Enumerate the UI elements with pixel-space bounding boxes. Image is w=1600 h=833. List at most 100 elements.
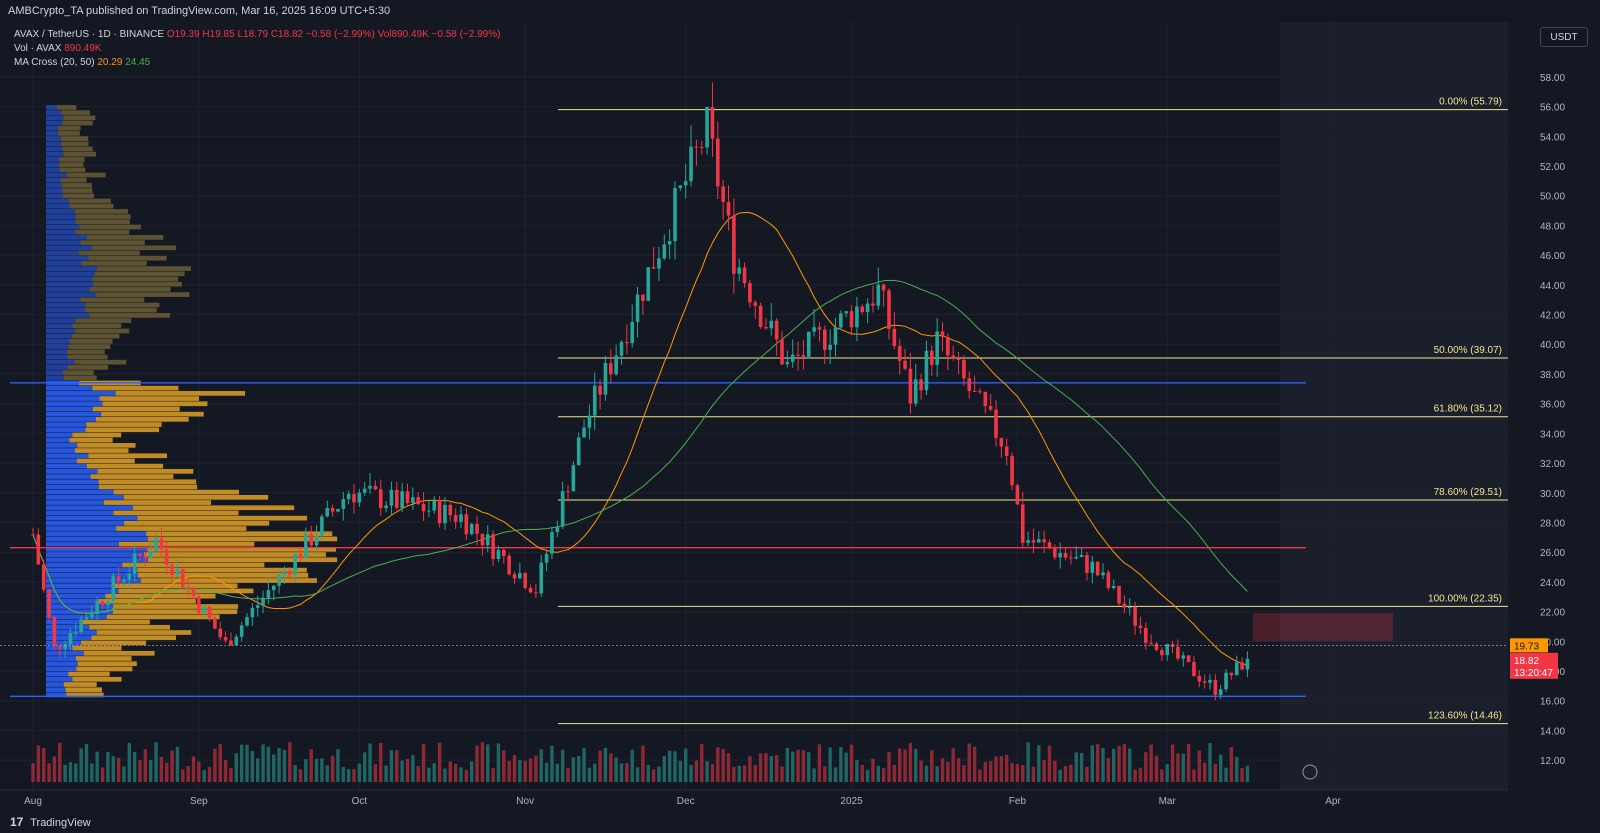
volume-profile-up: [46, 177, 61, 183]
candle-body: [1042, 539, 1046, 543]
volume-profile-up: [46, 328, 76, 334]
volume-bar: [325, 765, 329, 782]
ma-label[interactable]: MA Cross (20, 50): [14, 57, 95, 68]
price-tick: 52.00: [1540, 162, 1565, 173]
volume-profile-down: [89, 313, 171, 318]
volume-profile-down: [124, 520, 270, 526]
candle-body: [625, 341, 629, 344]
volume-bar: [1165, 764, 1169, 782]
price-scale[interactable]: [1508, 22, 1600, 812]
chart-area[interactable]: 0.00% (55.79) 50.00% (39.07) 61.80% (35.12…: [0, 22, 1600, 812]
currency-button[interactable]: USDT: [1540, 27, 1588, 47]
volume-bar: [373, 764, 378, 782]
candle-body: [234, 636, 239, 646]
volume-profile-down: [93, 281, 182, 287]
volume-profile-up: [46, 105, 57, 110]
fib-label: 78.60% (29.51): [1434, 487, 1502, 498]
candle-body: [919, 379, 923, 391]
volume-profile-down: [118, 541, 255, 547]
candle-body: [812, 327, 816, 332]
symbol-label[interactable]: AVAX / TetherUS · 1D · BINANCE: [14, 29, 165, 40]
volume-bar: [1085, 766, 1089, 782]
date-tick: Apr: [1325, 796, 1341, 807]
volume-profile-up: [46, 427, 86, 433]
candle-body: [1229, 672, 1234, 676]
volume-profile-up: [46, 219, 76, 225]
volume-profile-up: [46, 546, 148, 552]
replay-icon[interactable]: [1302, 764, 1318, 780]
candle-body: [796, 354, 800, 356]
volume-bar: [379, 742, 383, 782]
date-tick: 2025: [840, 796, 863, 807]
candle-body: [946, 336, 950, 356]
volume-bar: [486, 744, 490, 782]
price-tick: 50.00: [1540, 192, 1565, 203]
volume-profile-down: [72, 645, 122, 651]
tradingview-logo[interactable]: 17 TradingView: [10, 815, 91, 829]
volume-profile-up: [46, 536, 148, 542]
volume-profile-up: [46, 692, 67, 698]
candle-body: [978, 391, 982, 393]
volume-bar: [946, 761, 950, 782]
volume-bar: [887, 752, 891, 782]
volume-bar: [218, 743, 222, 782]
candle-body: [823, 329, 827, 350]
volume-bar: [116, 757, 121, 782]
volume-profile-down: [99, 396, 199, 401]
ma-fast-value: 20.29: [97, 57, 123, 68]
candle-body: [678, 185, 683, 188]
volume-profile-down: [92, 276, 179, 282]
candle-body: [47, 589, 51, 618]
volume-profile-up: [46, 162, 60, 167]
open-value: O19.39: [166, 29, 200, 40]
volume-bar: [1063, 765, 1068, 782]
price-tick: 54.00: [1540, 132, 1565, 143]
candle-body: [651, 267, 656, 269]
candle-body: [924, 350, 929, 391]
volume-bar: [1202, 762, 1207, 782]
volume-profile-up: [46, 229, 76, 235]
volume-bar: [475, 745, 479, 782]
volume-bar: [159, 756, 164, 782]
volume-profile-down: [137, 515, 308, 521]
candle-body: [710, 106, 715, 139]
volume-profile-up: [46, 494, 124, 500]
volume-profile-down: [113, 510, 239, 516]
volume-bar: [667, 750, 672, 782]
candle-body: [774, 320, 779, 340]
volume-bar: [320, 758, 324, 782]
volume-bar: [550, 745, 554, 782]
volume-profile-down: [90, 474, 174, 479]
date-tick: Oct: [352, 796, 368, 807]
volume-bar: [1133, 769, 1137, 782]
volume-profile-down: [147, 536, 338, 542]
candle-body: [630, 322, 634, 344]
price-tick: 34.00: [1540, 429, 1565, 440]
price-chart[interactable]: 0.00% (55.79) 50.00% (39.07) 61.80% (35.12…: [0, 22, 1600, 812]
volume-profile-up: [46, 567, 138, 573]
volume-bar: [336, 749, 340, 782]
candle-body: [143, 556, 148, 559]
volume-profile-up: [46, 640, 82, 646]
volume-profile-down: [92, 385, 179, 391]
candle-body: [453, 515, 458, 522]
volume-bar: [641, 745, 645, 782]
candle-body: [1218, 689, 1223, 695]
volume-bar: [175, 746, 180, 782]
volume-profile-up: [46, 359, 75, 365]
candle-body: [507, 555, 511, 575]
volume-profile-down: [59, 167, 86, 173]
volume-bar: [1160, 769, 1164, 782]
candle-body: [1202, 681, 1207, 683]
candle-body: [277, 574, 281, 586]
candle-body: [384, 505, 388, 509]
volume-profile-up: [46, 489, 114, 495]
vol-label[interactable]: Vol · AVAX: [14, 43, 62, 54]
candle-body: [1069, 557, 1073, 559]
volume-profile-down: [75, 318, 132, 323]
volume-bar: [737, 765, 741, 782]
candle-body: [828, 344, 832, 350]
volume-bar: [577, 756, 581, 782]
volume-bar: [298, 769, 303, 782]
volume-bar: [437, 742, 442, 782]
